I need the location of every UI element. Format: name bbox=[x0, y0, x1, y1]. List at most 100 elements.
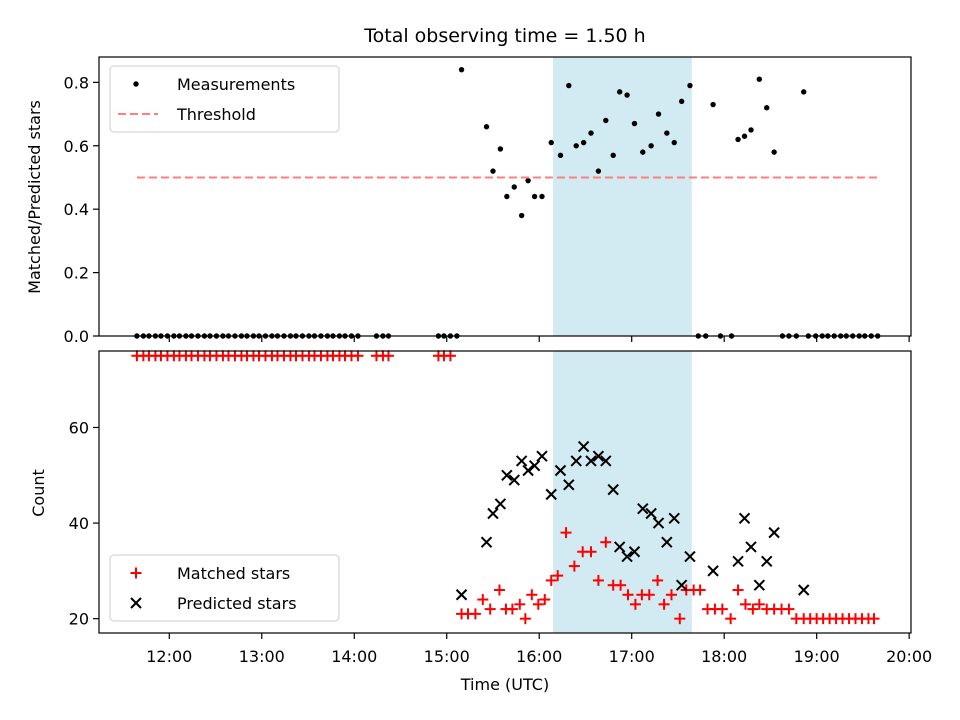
predicted-star-stroke-b bbox=[745, 541, 757, 553]
predicted-star-stroke-b bbox=[637, 503, 649, 515]
predicted-star-stroke-b bbox=[528, 460, 541, 472]
predicted-star-stroke-b bbox=[563, 479, 575, 491]
measurement-point bbox=[801, 89, 807, 95]
matched-star-point bbox=[545, 574, 557, 586]
matched-star-point bbox=[783, 603, 795, 615]
measurement-point bbox=[483, 124, 490, 130]
bottom-series-1 bbox=[455, 440, 810, 601]
x-tick-label: 19:00 bbox=[794, 647, 840, 666]
measurement-point bbox=[631, 120, 638, 127]
x-tick-label: 20:00 bbox=[886, 647, 932, 666]
measurement-point bbox=[511, 184, 517, 190]
matched-star-point bbox=[484, 603, 496, 615]
top-legend: Measurements Threshold bbox=[109, 65, 340, 133]
predicted-star-point bbox=[621, 550, 633, 563]
bottom-series-0 bbox=[131, 350, 880, 625]
bottom-y-tick-label: 40 bbox=[69, 514, 89, 533]
top-y-tick-label: 0.6 bbox=[64, 137, 89, 156]
measurement-point bbox=[458, 66, 465, 73]
matched-star-point bbox=[519, 613, 531, 625]
top-y-tick-label: 0.0 bbox=[64, 327, 89, 346]
predicted-star-point bbox=[570, 455, 582, 467]
predicted-star-point bbox=[577, 440, 590, 453]
matched-star-point bbox=[739, 598, 751, 610]
predicted-star-point bbox=[668, 512, 680, 524]
measurement-point bbox=[490, 168, 496, 174]
measurement-point bbox=[687, 82, 693, 89]
predicted-star-stroke-b bbox=[768, 526, 780, 539]
predicted-star-point bbox=[745, 541, 757, 553]
measurement-point bbox=[648, 143, 654, 149]
bottom-y-tick-label: 20 bbox=[69, 610, 89, 629]
bottom-y-tick-label: 60 bbox=[69, 418, 89, 437]
predicted-star-point bbox=[592, 450, 605, 462]
predicted-star-point bbox=[652, 517, 665, 529]
predicted-star-stroke-b bbox=[607, 483, 619, 496]
matched-star-point bbox=[716, 603, 728, 615]
predicted-star-stroke-b bbox=[515, 455, 528, 467]
predicted-star-stroke-b bbox=[508, 474, 520, 486]
predicted-star-stroke-b bbox=[645, 507, 657, 520]
x-tick-label: 16:00 bbox=[516, 647, 562, 666]
matched-star-point bbox=[674, 613, 686, 625]
predicted-star-stroke-b bbox=[652, 517, 665, 529]
predicted-star-stroke-b bbox=[668, 512, 680, 524]
predicted-star-point bbox=[455, 589, 468, 601]
measurement-point bbox=[557, 152, 564, 158]
predicted-star-point bbox=[753, 579, 766, 591]
predicted-star-stroke-b bbox=[592, 450, 605, 462]
top-y-tick-label: 0.8 bbox=[64, 73, 89, 92]
measurement-point bbox=[616, 89, 623, 95]
matched-star-point bbox=[514, 598, 526, 610]
bottom-legend-box bbox=[109, 554, 340, 622]
legend-x-marker-b bbox=[130, 597, 142, 609]
measurement-point bbox=[678, 98, 685, 105]
matched-star-point bbox=[658, 598, 670, 610]
matched-star-point bbox=[532, 598, 544, 610]
predicted-star-stroke-b bbox=[585, 455, 597, 467]
predicted-star-stroke-b bbox=[675, 579, 688, 591]
predicted-star-stroke-b bbox=[494, 498, 507, 510]
x-tick-label: 13:00 bbox=[239, 647, 285, 666]
x-tick-label: 14:00 bbox=[331, 647, 377, 666]
predicted-star-point bbox=[798, 584, 810, 596]
top-y-axis-label: Matched/Predicted stars bbox=[25, 100, 44, 294]
measurement-point bbox=[525, 177, 531, 184]
predicted-star-stroke-b bbox=[761, 555, 773, 568]
matched-star-point bbox=[643, 589, 655, 601]
predicted-star-point bbox=[684, 550, 696, 563]
predicted-star-point bbox=[628, 546, 641, 558]
x-tick-label: 15:00 bbox=[424, 647, 470, 666]
measurement-point bbox=[748, 127, 754, 133]
measurement-point bbox=[610, 152, 616, 158]
measurement-point bbox=[573, 143, 579, 149]
measurement-point bbox=[624, 92, 630, 98]
predicted-star-point bbox=[585, 455, 597, 467]
predicted-star-point bbox=[508, 474, 520, 486]
predicted-star-stroke-b bbox=[628, 546, 641, 558]
predicted-star-point bbox=[768, 526, 780, 539]
measurement-point bbox=[741, 133, 748, 139]
predicted-star-point bbox=[554, 464, 567, 477]
matched-star-point bbox=[600, 536, 612, 548]
predicted-star-stroke-b bbox=[684, 550, 696, 563]
predicted-star-point bbox=[536, 450, 548, 462]
predicted-star-point bbox=[637, 503, 649, 515]
matched-star-point bbox=[868, 613, 880, 625]
matched-star-point bbox=[753, 598, 765, 610]
predicted-star-stroke-b bbox=[522, 464, 534, 477]
matched-star-point bbox=[477, 594, 489, 606]
matched-star-point bbox=[622, 589, 634, 601]
predicted-star-stroke-b bbox=[455, 589, 468, 601]
predicted-star-stroke-b bbox=[753, 579, 766, 591]
predicted-star-point bbox=[738, 512, 751, 524]
x-tick-label: 18:00 bbox=[701, 647, 747, 666]
predicted-star-stroke-b bbox=[536, 450, 548, 462]
predicted-star-stroke-b bbox=[798, 584, 810, 596]
measurement-point bbox=[595, 168, 602, 174]
matched-star-point bbox=[615, 579, 627, 591]
matched-star-point bbox=[568, 560, 580, 572]
predicted-star-point bbox=[645, 507, 657, 520]
bottom-axes-frame bbox=[98, 350, 912, 634]
matched-star-point bbox=[560, 527, 572, 539]
